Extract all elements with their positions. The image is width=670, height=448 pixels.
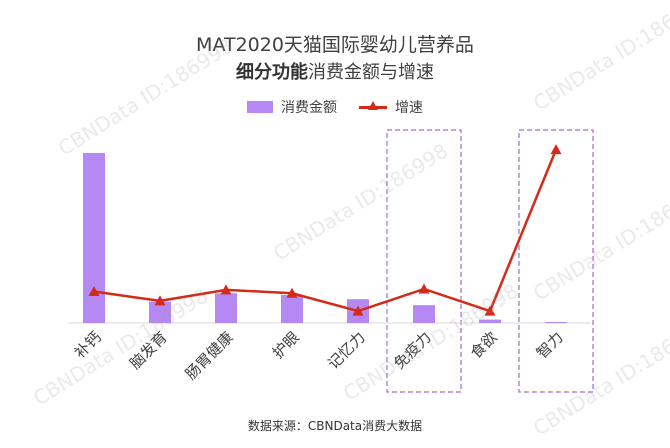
bar-0 [83,153,105,323]
chart-subtitle: 细分功能消费金额与增速 [0,58,670,84]
x-tick-label: 记忆力 [324,328,369,373]
chart-legend: 消费金额 增速 [0,97,670,117]
growth-marker-5 [418,283,430,294]
highlight-box [518,129,594,393]
legend-bar-swatch [247,101,273,113]
bar-1 [149,301,171,323]
legend-item-amount: 消费金额 [247,97,337,117]
highlight-box [386,129,462,393]
growth-marker-6 [484,305,496,316]
chart-subtitle-rest: 消费金额与增速 [308,62,434,83]
growth-marker-1 [154,295,166,306]
growth-marker-0 [88,286,100,297]
data-source-note: 数据来源：CBNData消费大数据 [247,419,423,433]
legend-label-growth: 增速 [395,100,423,116]
legend-item-growth: 增速 [359,97,423,117]
x-tick-label: 食欲 [467,328,501,362]
growth-line [93,149,558,313]
growth-marker-2 [220,284,232,295]
chart-title: MAT2020天猫国际婴幼儿营养品 [196,34,474,56]
bar-6 [479,319,501,323]
legend-label-amount: 消费金额 [281,100,337,116]
growth-marker-7 [550,144,562,155]
bar-5 [413,305,435,323]
legend-line-swatch [359,101,387,113]
bar-3 [281,294,303,323]
x-tick-label: 护眼 [269,328,303,362]
growth-marker-4 [352,305,364,316]
x-tick-label: 智力 [533,328,567,362]
chart-subtitle-bold: 细分功能 [236,62,308,83]
growth-marker-3 [286,287,298,298]
x-tick-label: 脑发育 [126,328,171,373]
bar-2 [215,293,237,323]
x-tick-label: 肠胃健康 [182,328,237,383]
bar-7 [545,322,567,323]
x-tick-label: 免疫力 [390,328,435,373]
x-tick-label: 补钙 [71,328,105,362]
